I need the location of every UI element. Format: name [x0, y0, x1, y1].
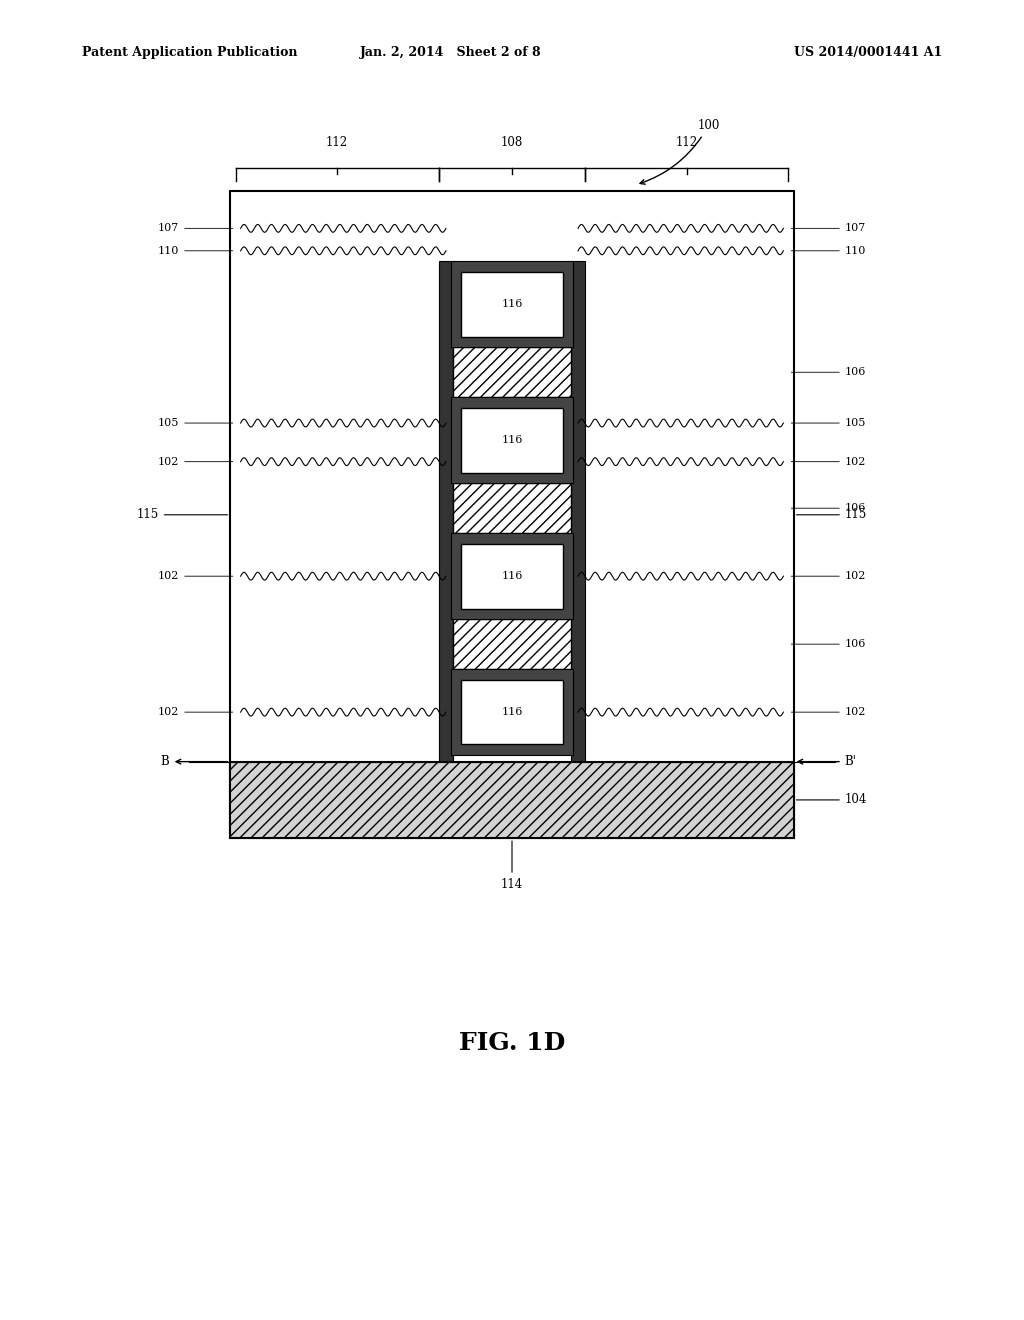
Text: 106: 106: [792, 639, 866, 649]
Text: Jan. 2, 2014   Sheet 2 of 8: Jan. 2, 2014 Sheet 2 of 8: [359, 46, 542, 59]
Text: 116: 116: [502, 708, 522, 717]
FancyBboxPatch shape: [230, 191, 794, 838]
Text: 102: 102: [158, 457, 232, 467]
Text: 116: 116: [502, 572, 522, 581]
Text: FIG. 1D: FIG. 1D: [459, 1031, 565, 1055]
FancyBboxPatch shape: [230, 762, 794, 838]
Text: 108: 108: [501, 136, 523, 149]
Text: 102: 102: [792, 572, 866, 581]
FancyBboxPatch shape: [453, 619, 571, 669]
FancyBboxPatch shape: [461, 544, 563, 609]
Text: 100: 100: [640, 119, 720, 185]
FancyBboxPatch shape: [451, 397, 573, 483]
FancyBboxPatch shape: [461, 408, 563, 473]
Text: 110: 110: [158, 246, 232, 256]
FancyBboxPatch shape: [571, 261, 586, 762]
Text: 102: 102: [158, 572, 232, 581]
Text: 102: 102: [792, 708, 866, 717]
Text: 112: 112: [676, 136, 698, 149]
Text: 110: 110: [792, 246, 866, 256]
FancyBboxPatch shape: [461, 680, 563, 744]
Text: 107: 107: [158, 223, 232, 234]
FancyBboxPatch shape: [453, 347, 571, 397]
FancyBboxPatch shape: [451, 669, 573, 755]
Text: B: B: [160, 755, 227, 768]
Text: Patent Application Publication: Patent Application Publication: [82, 46, 297, 59]
Text: 105: 105: [158, 418, 232, 428]
Text: 112: 112: [326, 136, 348, 149]
Text: 102: 102: [158, 708, 232, 717]
Text: 116: 116: [502, 300, 522, 309]
FancyBboxPatch shape: [451, 261, 573, 347]
Text: 114: 114: [501, 841, 523, 891]
Text: 102: 102: [792, 457, 866, 467]
FancyBboxPatch shape: [453, 483, 571, 533]
Text: 106: 106: [792, 503, 866, 513]
Text: 106: 106: [792, 367, 866, 378]
FancyBboxPatch shape: [451, 533, 573, 619]
FancyBboxPatch shape: [438, 261, 453, 762]
FancyBboxPatch shape: [461, 272, 563, 337]
Text: 115: 115: [797, 508, 867, 521]
Text: US 2014/0001441 A1: US 2014/0001441 A1: [794, 46, 942, 59]
Text: 116: 116: [502, 436, 522, 445]
Text: 105: 105: [792, 418, 866, 428]
Text: B': B': [798, 755, 857, 768]
Text: 107: 107: [792, 223, 866, 234]
Text: 104: 104: [797, 793, 867, 807]
Text: 115: 115: [136, 508, 227, 521]
